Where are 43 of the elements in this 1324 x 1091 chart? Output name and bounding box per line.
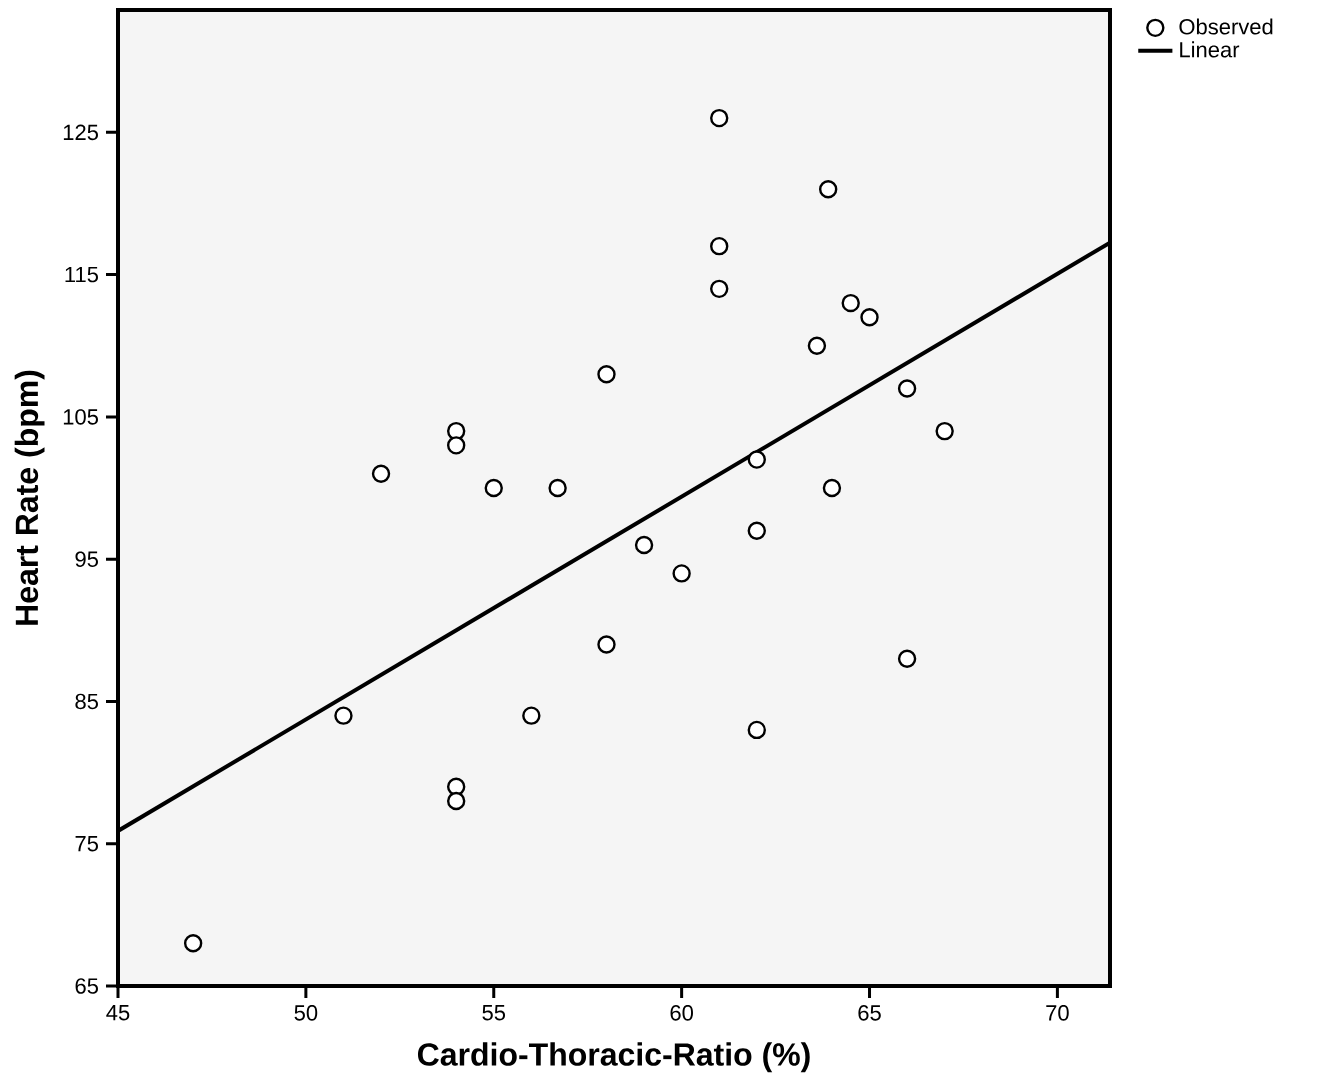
y-tick-label: 75 xyxy=(75,836,98,852)
point xyxy=(597,365,616,384)
point xyxy=(807,336,827,355)
point xyxy=(710,236,729,256)
y-tick-label: 65 xyxy=(75,978,98,994)
point xyxy=(548,478,567,498)
point xyxy=(822,478,842,498)
point xyxy=(710,279,729,299)
point xyxy=(446,436,466,455)
point xyxy=(747,521,766,540)
y-axis-title: Heart Rate (bpm) xyxy=(14,370,45,625)
point xyxy=(897,379,917,398)
point xyxy=(672,564,691,583)
legend-label: Observed xyxy=(1179,18,1273,35)
x-tick-label: 50 xyxy=(294,1005,318,1021)
point xyxy=(597,635,616,654)
point xyxy=(897,649,917,668)
x-tick-label: 70 xyxy=(1046,1005,1069,1021)
point xyxy=(818,180,838,199)
point xyxy=(334,706,353,725)
y-tick-label: 125 xyxy=(63,124,98,141)
y-tick-label: 85 xyxy=(75,693,98,710)
x-tick-label: 65 xyxy=(858,1005,881,1021)
point xyxy=(371,464,391,483)
x-tick-label: 60 xyxy=(670,1005,693,1021)
point xyxy=(710,108,729,128)
y-tick-label: 95 xyxy=(75,551,98,567)
point xyxy=(634,535,654,555)
legend-label: Linear xyxy=(1180,41,1240,58)
point xyxy=(747,720,766,740)
x-tick-label: 45 xyxy=(106,1005,130,1021)
point xyxy=(183,934,203,953)
point xyxy=(841,293,860,313)
point xyxy=(446,791,466,811)
point xyxy=(484,478,503,498)
y-tick-label: 105 xyxy=(63,409,98,425)
point xyxy=(522,706,541,725)
point xyxy=(935,421,954,441)
point xyxy=(747,450,766,469)
y-tick-label: 115 xyxy=(65,266,98,283)
x-tick-label: 55 xyxy=(482,1005,506,1021)
point xyxy=(860,308,879,327)
x-axis-title: Cardio-Thoracic-Ratio (%) xyxy=(417,1042,810,1073)
